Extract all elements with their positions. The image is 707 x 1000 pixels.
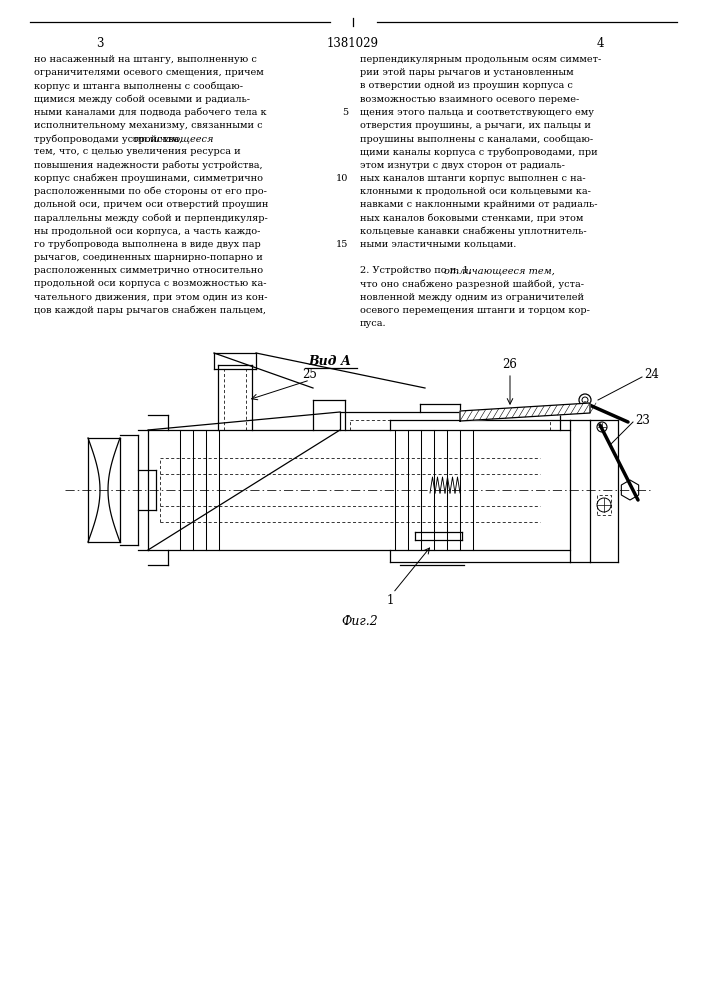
Text: исполнительному механизму, связанными с: исполнительному механизму, связанными с [34, 121, 262, 130]
Text: возможностью взаимного осевого переме-: возможностью взаимного осевого переме- [360, 95, 579, 104]
Text: отличающееся: отличающееся [132, 134, 214, 143]
Text: осевого перемещения штанги и торцом кор-: осевого перемещения штанги и торцом кор- [360, 306, 590, 315]
Text: тем, что, с целью увеличения ресурса и: тем, что, с целью увеличения ресурса и [34, 147, 240, 156]
Text: 15: 15 [336, 240, 348, 249]
Text: ными эластичными кольцами.: ными эластичными кольцами. [360, 240, 516, 249]
Text: щими каналы корпуса с трубопроводами, при: щими каналы корпуса с трубопроводами, пр… [360, 147, 597, 157]
Text: отличающееся тем,: отличающееся тем, [444, 266, 554, 275]
Text: трубопроводами устройства,: трубопроводами устройства, [34, 134, 185, 144]
Text: Вид А: Вид А [308, 355, 351, 368]
Text: чательного движения, при этом один из кон-: чательного движения, при этом один из ко… [34, 293, 267, 302]
Text: в отверстии одной из проушин корпуса с: в отверстии одной из проушин корпуса с [360, 81, 573, 90]
Text: отверстия проушины, а рычаги, их пальцы и: отверстия проушины, а рычаги, их пальцы … [360, 121, 591, 130]
Text: 23: 23 [635, 414, 650, 426]
Text: продольной оси корпуса с возможностью ка-: продольной оси корпуса с возможностью ка… [34, 279, 267, 288]
Text: параллельны между собой и перпендикуляр-: параллельны между собой и перпендикуляр- [34, 213, 268, 223]
Text: рии этой пары рычагов и установленным: рии этой пары рычагов и установленным [360, 68, 573, 77]
Text: ных каналов боковыми стенками, при этом: ных каналов боковыми стенками, при этом [360, 213, 583, 223]
Text: 3: 3 [96, 37, 104, 50]
Text: рычагов, соединенных шарнирно-попарно и: рычагов, соединенных шарнирно-попарно и [34, 253, 263, 262]
Text: проушины выполнены с каналами, сообщаю-: проушины выполнены с каналами, сообщаю- [360, 134, 593, 144]
Text: 1381029: 1381029 [327, 37, 379, 50]
Text: цов каждой пары рычагов снабжен пальцем,: цов каждой пары рычагов снабжен пальцем, [34, 306, 266, 315]
Text: перпендикулярным продольным осям симмет-: перпендикулярным продольным осям симмет- [360, 55, 601, 64]
Text: корпус и штанга выполнены с сообщаю-: корпус и штанга выполнены с сообщаю- [34, 81, 243, 91]
Text: Фиг.2: Фиг.2 [341, 615, 378, 628]
Text: новленной между одним из ограничителей: новленной между одним из ограничителей [360, 293, 584, 302]
Text: 24: 24 [644, 368, 659, 381]
Text: пуса.: пуса. [360, 319, 387, 328]
Text: корпус снабжен проушинами, симметрично: корпус снабжен проушинами, симметрично [34, 174, 263, 183]
Text: ны продольной оси корпуса, а часть каждо-: ны продольной оси корпуса, а часть каждо… [34, 227, 260, 236]
Polygon shape [460, 403, 590, 421]
Text: 2. Устройство по п. 1,: 2. Устройство по п. 1, [360, 266, 475, 275]
Text: щимися между собой осевыми и радиаль-: щимися между собой осевыми и радиаль- [34, 95, 250, 104]
Text: ными каналами для подвода рабочего тела к: ными каналами для подвода рабочего тела … [34, 108, 267, 117]
Text: навками с наклонными крайними от радиаль-: навками с наклонными крайними от радиаль… [360, 200, 597, 209]
Text: повышения надежности работы устройства,: повышения надежности работы устройства, [34, 161, 262, 170]
Text: ных каналов штанги корпус выполнен с на-: ных каналов штанги корпус выполнен с на- [360, 174, 585, 183]
Text: 25: 25 [303, 368, 317, 381]
Text: расположенными по обе стороны от его про-: расположенными по обе стороны от его про… [34, 187, 267, 196]
Text: что оно снабжено разрезной шайбой, уста-: что оно снабжено разрезной шайбой, уста- [360, 279, 584, 289]
Text: 10: 10 [336, 174, 348, 183]
Text: 5: 5 [342, 108, 348, 117]
Text: 1: 1 [386, 593, 394, 606]
Text: клонными к продольной оси кольцевыми ка-: клонными к продольной оси кольцевыми ка- [360, 187, 591, 196]
Text: 26: 26 [503, 359, 518, 371]
Text: но насаженный на штангу, выполненную с: но насаженный на штангу, выполненную с [34, 55, 257, 64]
Text: кольцевые канавки снабжены уплотнитель-: кольцевые канавки снабжены уплотнитель- [360, 227, 587, 236]
Text: щения этого пальца и соответствующего ему: щения этого пальца и соответствующего ем… [360, 108, 594, 117]
Text: расположенных симметрично относительно: расположенных симметрично относительно [34, 266, 263, 275]
Text: го трубопровода выполнена в виде двух пар: го трубопровода выполнена в виде двух па… [34, 240, 261, 249]
Text: ограничителями осевого смещения, причем: ограничителями осевого смещения, причем [34, 68, 264, 77]
Text: 4: 4 [596, 37, 604, 50]
Text: дольной оси, причем оси отверстий проушин: дольной оси, причем оси отверстий проуши… [34, 200, 269, 209]
Text: этом изнутри с двух сторон от радиаль-: этом изнутри с двух сторон от радиаль- [360, 161, 565, 170]
